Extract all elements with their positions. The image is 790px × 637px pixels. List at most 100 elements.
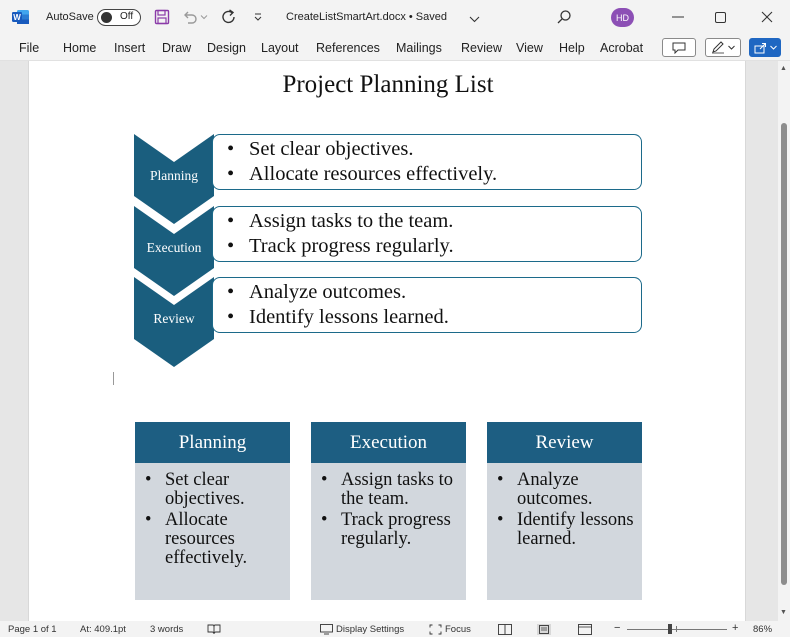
- chevron-shape[interactable]: [134, 134, 214, 224]
- column-body[interactable]: Analyze outcomes. Identify lessons learn…: [487, 463, 642, 600]
- chevron-row-planning[interactable]: Planning Set clear objectives. Allocate …: [134, 134, 644, 224]
- status-bar: Page 1 of 1 At: 409.1pt 3 words Display …: [0, 621, 790, 637]
- undo-icon[interactable]: [181, 8, 199, 26]
- editing-mode-button[interactable]: [705, 38, 741, 57]
- close-button[interactable]: [755, 6, 779, 28]
- monitor-icon: [320, 624, 333, 635]
- search-icon[interactable]: [555, 8, 573, 26]
- comment-icon: [672, 42, 686, 54]
- read-mode-icon[interactable]: [498, 624, 512, 635]
- tab-mailings[interactable]: Mailings: [396, 41, 442, 55]
- chevron-row-review[interactable]: Review Analyze outcomes. Identify lesson…: [134, 277, 644, 367]
- text-cursor: [113, 372, 114, 385]
- share-button[interactable]: [749, 38, 781, 57]
- title-dropdown-icon[interactable]: [465, 10, 483, 28]
- column-review[interactable]: Review Analyze outcomes. Identify lesson…: [487, 422, 642, 600]
- undo-dropdown-icon[interactable]: [199, 8, 209, 26]
- chevron-label: Planning: [149, 168, 198, 183]
- tab-help[interactable]: Help: [559, 41, 585, 55]
- vertical-scrollbar[interactable]: ▲ ▼: [778, 61, 790, 621]
- user-avatar[interactable]: HD: [611, 8, 634, 27]
- column-header[interactable]: Planning: [135, 422, 290, 463]
- tab-layout[interactable]: Layout: [261, 41, 299, 55]
- bullet-item: Allocate resources effectively.: [227, 162, 641, 187]
- word-count[interactable]: 3 words: [150, 624, 184, 635]
- scroll-down-icon[interactable]: ▼: [780, 609, 787, 616]
- title-bar: W AutoSave Off CreateListSmartArt.docx •…: [0, 0, 790, 34]
- autosave-label: AutoSave: [46, 11, 94, 23]
- bullet-item: Identify lessons learned.: [227, 305, 641, 330]
- chevron-shape[interactable]: [134, 206, 214, 296]
- bullet-item: Assign tasks to the team.: [227, 209, 641, 234]
- tab-home[interactable]: Home: [63, 41, 97, 55]
- customize-toolbar-icon[interactable]: [249, 8, 267, 26]
- comments-button[interactable]: [662, 38, 696, 57]
- zoom-slider-midmark: [676, 626, 677, 632]
- tab-review[interactable]: Review: [461, 41, 502, 55]
- chevron-label: Review: [153, 311, 195, 326]
- chevron-down-icon: [769, 45, 777, 50]
- tab-draw[interactable]: Draw: [162, 41, 192, 55]
- minimize-button[interactable]: [666, 6, 690, 28]
- web-layout-icon[interactable]: [578, 624, 592, 635]
- ribbon-tabs: File Home Insert Draw Design Layout Refe…: [0, 34, 790, 61]
- bullet-item: Track progress regularly.: [227, 234, 641, 259]
- zoom-in-icon[interactable]: +: [732, 622, 739, 634]
- display-settings-label: Display Settings: [336, 624, 405, 635]
- document-page[interactable]: Project Planning List Planning Set clear…: [28, 61, 746, 621]
- chevron-fill: [134, 134, 214, 224]
- read-aloud-icon[interactable]: [207, 624, 221, 635]
- tab-acrobat[interactable]: Acrobat: [600, 41, 644, 55]
- save-icon[interactable]: [153, 8, 171, 26]
- bullet-item: Analyze outcomes.: [227, 280, 641, 305]
- chevron-text-box[interactable]: Set clear objectives. Allocate resources…: [212, 134, 642, 190]
- chevron-text-box[interactable]: Analyze outcomes. Identify lessons learn…: [212, 277, 642, 333]
- bullet-item: Analyze outcomes.: [497, 471, 636, 509]
- zoom-slider-handle[interactable]: [668, 624, 672, 634]
- column-header[interactable]: Execution: [311, 422, 466, 463]
- document-canvas[interactable]: Project Planning List Planning Set clear…: [0, 61, 778, 621]
- print-layout-icon[interactable]: [537, 624, 551, 635]
- cursor-position[interactable]: At: 409.1pt: [80, 624, 126, 635]
- display-settings-button[interactable]: Display Settings: [320, 624, 404, 635]
- word-logo-icon: W: [12, 9, 30, 25]
- pen-icon: [712, 41, 724, 54]
- bullet-item: Assign tasks to the team.: [321, 471, 460, 509]
- chevron-fill: [134, 206, 214, 296]
- svg-text:W: W: [13, 13, 21, 22]
- document-title[interactable]: CreateListSmartArt.docx • Saved: [286, 11, 447, 23]
- scroll-thumb[interactable]: [781, 123, 787, 585]
- column-planning[interactable]: Planning Set clear objectives. Allocate …: [135, 422, 290, 600]
- redo-icon[interactable]: [220, 8, 238, 26]
- bullet-item: Allocate resources effectively.: [145, 511, 284, 568]
- autosave-toggle[interactable]: Off: [97, 9, 141, 26]
- share-icon: [754, 42, 766, 53]
- zoom-out-icon[interactable]: −: [614, 622, 621, 634]
- tab-insert[interactable]: Insert: [114, 41, 146, 55]
- chevron-text-box[interactable]: Assign tasks to the team. Track progress…: [212, 206, 642, 262]
- autosave-state: Off: [120, 11, 134, 22]
- focus-label: Focus: [445, 624, 471, 635]
- chevron-row-execution[interactable]: Execution Assign tasks to the team. Trac…: [134, 206, 644, 296]
- scroll-up-icon[interactable]: ▲: [780, 65, 787, 72]
- chevron-down-icon: [728, 45, 735, 50]
- maximize-button[interactable]: [708, 6, 732, 28]
- zoom-level[interactable]: 86%: [753, 624, 773, 635]
- column-execution[interactable]: Execution Assign tasks to the team. Trac…: [311, 422, 466, 600]
- zoom-slider-track[interactable]: [627, 629, 727, 630]
- tab-references[interactable]: References: [316, 41, 380, 55]
- chevron-label: Execution: [146, 240, 202, 255]
- focus-icon: [429, 624, 442, 635]
- page-count[interactable]: Page 1 of 1: [8, 624, 57, 635]
- column-header[interactable]: Review: [487, 422, 642, 463]
- document-heading[interactable]: Project Planning List: [282, 71, 494, 98]
- tab-file[interactable]: File: [19, 41, 40, 55]
- chevron-shape[interactable]: [134, 277, 214, 367]
- chevron-fill: [134, 277, 214, 367]
- focus-button[interactable]: Focus: [429, 624, 471, 635]
- tab-design[interactable]: Design: [207, 41, 246, 55]
- toggle-knob: [101, 12, 112, 23]
- column-body[interactable]: Assign tasks to the team. Track progress…: [311, 463, 466, 600]
- column-body[interactable]: Set clear objectives. Allocate resources…: [135, 463, 290, 600]
- tab-view[interactable]: View: [516, 41, 543, 55]
